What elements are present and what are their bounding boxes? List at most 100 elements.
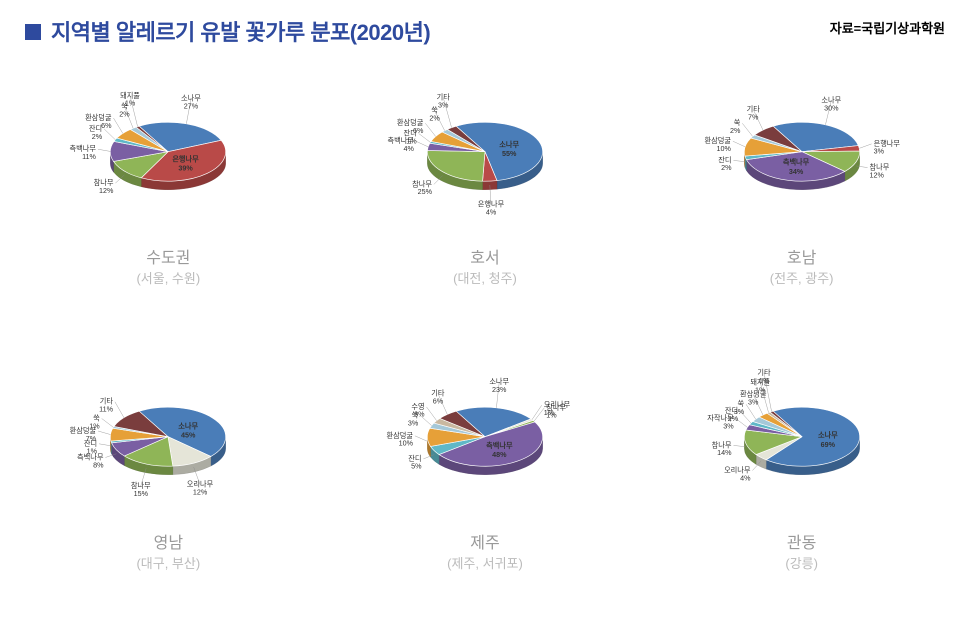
chart-cell: 소나무69%오리나무4%참나무14%자작나무3%잔디2%쑥3%환삼덩굴3%돼지풀… bbox=[643, 337, 960, 622]
leader-line bbox=[733, 141, 745, 147]
pie-chart: 소나무45%오리나무12%참나무15%측백나무8%잔디1%환삼덩굴7%쑥1%기타… bbox=[73, 355, 263, 525]
title-marker-icon bbox=[25, 24, 41, 40]
leader-line bbox=[416, 141, 428, 147]
slice-percent: 4% bbox=[486, 207, 497, 216]
leader-line bbox=[104, 129, 115, 140]
slice-percent: 7% bbox=[748, 112, 759, 121]
region-name: 호서 bbox=[470, 244, 499, 268]
slice-percent: 10% bbox=[399, 439, 414, 448]
leader-line bbox=[98, 431, 110, 435]
slice-percent: 10% bbox=[716, 144, 731, 153]
slice-percent: 3% bbox=[873, 147, 884, 156]
leader-line bbox=[746, 404, 756, 419]
slice-percent: 39% bbox=[179, 164, 194, 173]
pie-wrap: 소나무45%오리나무12%참나무15%측백나무8%잔디1%환삼덩굴7%쑥1%기타… bbox=[73, 355, 263, 525]
leader-line bbox=[98, 149, 110, 151]
slice-percent: 5% bbox=[411, 462, 422, 471]
slice-percent: 6% bbox=[101, 121, 112, 130]
slice-percent: 12% bbox=[193, 487, 208, 496]
pie-wrap: 소나무69%오리나무4%참나무14%자작나무3%잔디2%쑥3%환삼덩굴3%돼지풀… bbox=[707, 355, 897, 525]
slice-percent: 11% bbox=[82, 152, 96, 161]
slice-percent: 2% bbox=[92, 132, 103, 141]
slice-percent: 6% bbox=[413, 126, 424, 135]
title-wrap: 지역별 알레르기 유발 꽃가루 분포(2020년) bbox=[25, 15, 430, 47]
slice-percent: 1% bbox=[758, 376, 769, 385]
slice-percent: 2% bbox=[429, 113, 440, 122]
slice-percent: 1% bbox=[125, 99, 136, 108]
region-subtitle: (제주, 서귀포) bbox=[447, 553, 523, 572]
slice-percent: 3% bbox=[748, 397, 759, 406]
region-subtitle: (강릉) bbox=[785, 553, 818, 572]
slice-percent: 12% bbox=[99, 186, 114, 195]
region-subtitle: (대전, 청주) bbox=[453, 268, 517, 287]
slice-percent: 25% bbox=[418, 187, 433, 196]
leader-line bbox=[733, 445, 745, 446]
pie-wrap: 소나무30%은행나무3%참나무12%측백나무34%잔디2%환삼덩굴10%쑥2%기… bbox=[707, 70, 897, 240]
leader-line bbox=[102, 418, 114, 427]
slice-label: 측백나무 bbox=[486, 441, 513, 450]
chart-cell: 소나무55%은행나무4%참나무25%측백나무4%잔디1%환삼덩굴6%쑥2%기타3… bbox=[327, 52, 644, 337]
slice-percent: 69% bbox=[820, 440, 835, 449]
slice-percent: 34% bbox=[789, 167, 804, 176]
chart-cell: 소나무23%오리나무1%참나무1%측백나무48%잔디5%환삼덩굴10%쑥3%수영… bbox=[327, 337, 644, 622]
slice-percent: 3% bbox=[438, 100, 449, 109]
region-name: 제주 bbox=[470, 529, 499, 553]
slice-percent: 30% bbox=[824, 103, 839, 112]
slice-percent: 1% bbox=[546, 411, 557, 420]
slice-percent: 3% bbox=[414, 410, 425, 419]
leader-line bbox=[99, 444, 111, 446]
slice-label: 소나무 bbox=[499, 140, 519, 149]
slice-percent: 27% bbox=[184, 102, 199, 111]
pie-chart: 소나무27%은행나무39%참나무12%측백나무11%잔디2%환삼덩굴6%쑥2%돼… bbox=[73, 70, 263, 240]
slice-percent: 55% bbox=[502, 149, 517, 158]
pie-chart: 소나무23%오리나무1%참나무1%측백나무48%잔디5%환삼덩굴10%쑥3%수영… bbox=[390, 355, 580, 525]
slice-percent: 1% bbox=[90, 421, 101, 430]
chart-cell: 소나무27%은행나무39%참나무12%측백나무11%잔디2%환삼덩굴6%쑥2%돼… bbox=[10, 52, 327, 337]
leader-line bbox=[733, 160, 745, 161]
region-subtitle: (전주, 광주) bbox=[770, 268, 834, 287]
leader-line bbox=[415, 436, 427, 441]
slice-percent: 1% bbox=[87, 447, 98, 456]
slice-percent: 45% bbox=[181, 431, 196, 440]
region-name: 관동 bbox=[787, 529, 816, 553]
slice-percent: 1% bbox=[406, 136, 417, 145]
slice-percent: 3% bbox=[408, 418, 419, 427]
region-name: 영남 bbox=[154, 529, 183, 553]
slice-percent: 48% bbox=[492, 450, 507, 459]
chart-cell: 소나무45%오리나무12%참나무15%측백나무8%잔디1%환삼덩굴7%쑥1%기타… bbox=[10, 337, 327, 622]
region-subtitle: (서울, 수원) bbox=[136, 268, 200, 287]
leader-line bbox=[114, 118, 123, 133]
slice-percent: 2% bbox=[721, 163, 732, 172]
pie-wrap: 소나무55%은행나무4%참나무25%측백나무4%잔디1%환삼덩굴6%쑥2%기타3… bbox=[390, 70, 580, 240]
header: 지역별 알레르기 유발 꽃가루 분포(2020년) 자료=국립기상과학원 bbox=[0, 0, 970, 52]
region-name: 호남 bbox=[787, 244, 816, 268]
charts-grid: 소나무27%은행나무39%참나무12%측백나무11%잔디2%환삼덩굴6%쑥2%돼… bbox=[0, 52, 970, 622]
region-name: 수도권 bbox=[146, 244, 190, 268]
slice-percent: 7% bbox=[86, 434, 97, 443]
slice-percent: 6% bbox=[433, 396, 444, 405]
leader-line bbox=[859, 144, 871, 148]
pie-chart: 소나무69%오리나무4%참나무14%자작나무3%잔디2%쑥3%환삼덩굴3%돼지풀… bbox=[707, 355, 897, 525]
slice-percent: 2% bbox=[730, 126, 741, 135]
slice-percent: 1% bbox=[755, 385, 766, 394]
leader-line bbox=[115, 402, 124, 418]
slice-percent: 14% bbox=[717, 448, 732, 457]
slice-percent: 4% bbox=[404, 144, 415, 153]
leader-line bbox=[742, 123, 752, 136]
slice-percent: 23% bbox=[492, 385, 507, 394]
slice-label: 소나무 bbox=[818, 431, 838, 440]
slice-percent: 11% bbox=[99, 405, 113, 414]
slice-percent: 15% bbox=[134, 489, 149, 498]
region-subtitle: (대구, 부산) bbox=[136, 553, 200, 572]
pie-wrap: 소나무23%오리나무1%참나무1%측백나무48%잔디5%환삼덩굴10%쑥3%수영… bbox=[390, 355, 580, 525]
slice-percent: 12% bbox=[869, 170, 884, 179]
pie-chart: 소나무30%은행나무3%참나무12%측백나무34%잔디2%환삼덩굴10%쑥2%기… bbox=[707, 70, 897, 240]
slice-label: 은행나무 bbox=[173, 154, 200, 163]
slice-percent: 2% bbox=[120, 109, 131, 118]
page-title: 지역별 알레르기 유발 꽃가루 분포(2020년) bbox=[51, 15, 430, 47]
slice-label: 소나무 bbox=[179, 421, 199, 430]
pie-wrap: 소나무27%은행나무39%참나무12%측백나무11%잔디2%환삼덩굴6%쑥2%돼… bbox=[73, 70, 263, 240]
slice-percent: 3% bbox=[733, 407, 744, 416]
slice-percent: 4% bbox=[740, 473, 751, 482]
pie-chart: 소나무55%은행나무4%참나무25%측백나무4%잔디1%환삼덩굴6%쑥2%기타3… bbox=[390, 70, 580, 240]
